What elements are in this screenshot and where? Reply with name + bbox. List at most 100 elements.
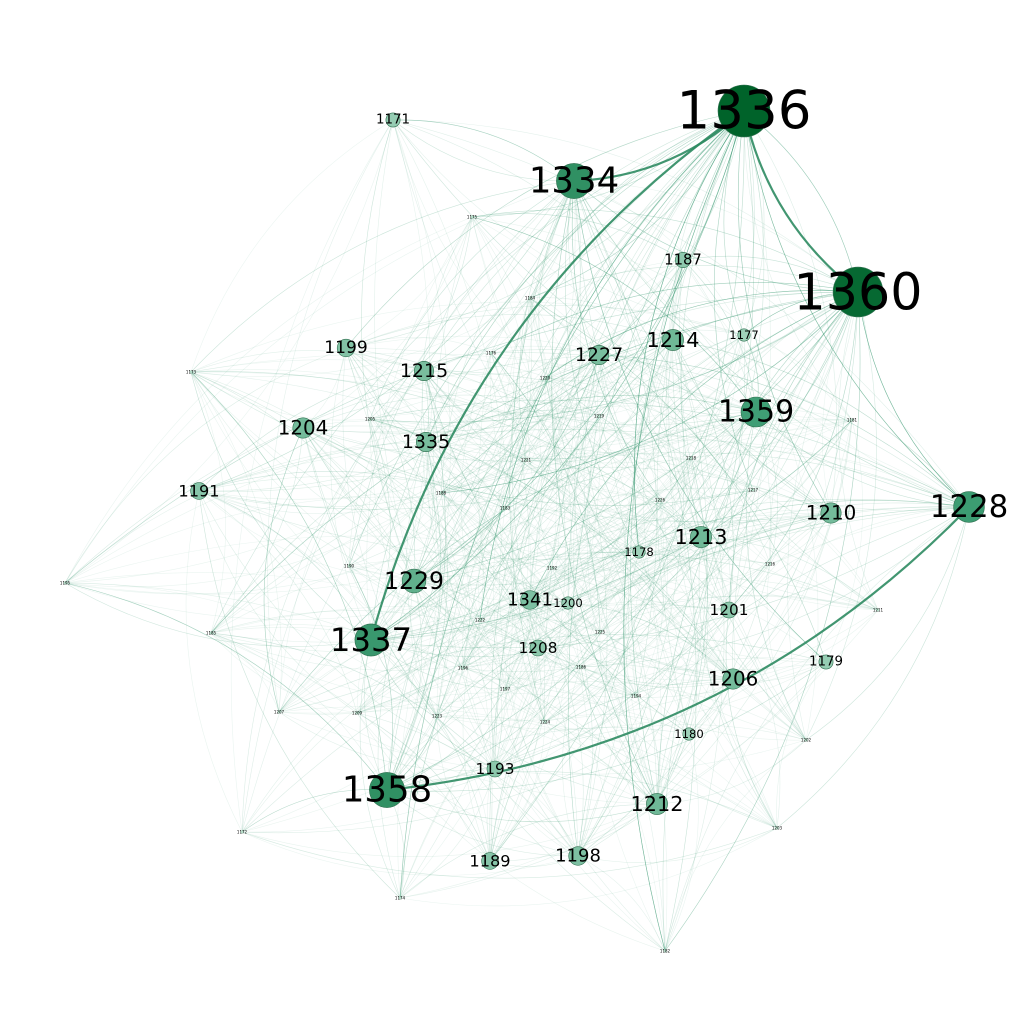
- graph-node-minor: [634, 694, 638, 698]
- graph-edge: [690, 291, 859, 459]
- node-label: 1204: [278, 417, 329, 440]
- graph-edge: [634, 110, 745, 553]
- graph-edge: [544, 714, 690, 735]
- graph-edge: [598, 354, 970, 508]
- graph-edge: [425, 441, 666, 952]
- graph-edge: [198, 490, 358, 714]
- graph-edge: [573, 180, 853, 421]
- graph-edge: [805, 506, 970, 741]
- graph-edge: [529, 599, 584, 857]
- graph-edge: [370, 259, 684, 641]
- graph-edge: [504, 457, 692, 690]
- graph-edge: [241, 506, 970, 833]
- graph-edge: [805, 291, 877, 741]
- graph-edge: [700, 110, 765, 538]
- graph-edge: [632, 339, 674, 553]
- graph-edge: [369, 180, 575, 420]
- node-label-minor: 1195: [60, 581, 71, 586]
- graph-edge: [672, 339, 807, 741]
- graph-edge: [544, 721, 690, 742]
- graph-edge: [529, 297, 661, 501]
- graph-edge: [664, 739, 807, 952]
- graph-node: [720, 601, 738, 619]
- graph-edge: [728, 291, 859, 611]
- graph-edge: [198, 415, 600, 500]
- graph-edge: [599, 334, 745, 633]
- graph-edge: [440, 259, 684, 494]
- graph-edge: [490, 352, 754, 491]
- graph-edge: [494, 291, 859, 770]
- graph-edge: [210, 632, 658, 805]
- graph-edge: [278, 711, 807, 775]
- graph-edge-strong: [369, 110, 745, 641]
- graph-edge: [345, 337, 492, 354]
- graph-node-minor: [804, 738, 808, 742]
- graph-edge: [462, 419, 853, 669]
- graph-edge: [356, 291, 859, 714]
- graph-edge: [198, 411, 757, 510]
- graph-edge: [577, 563, 771, 857]
- graph-edge: [822, 291, 859, 514]
- graph-edge: [529, 599, 734, 680]
- graph-node: [336, 338, 356, 358]
- node-label-minor: 1211: [873, 608, 884, 613]
- graph-edge: [64, 457, 692, 595]
- graph-edge: [656, 536, 709, 805]
- graph-edge: [529, 110, 745, 299]
- graph-edge: [198, 354, 600, 492]
- graph-edge: [838, 291, 879, 611]
- graph-edge: [278, 419, 853, 713]
- graph-edge: [198, 490, 358, 714]
- graph-edge: [529, 334, 745, 601]
- graph-edge: [348, 560, 569, 604]
- graph-edge: [198, 490, 464, 669]
- graph-edge: [544, 377, 730, 611]
- graph-edge: [529, 291, 859, 601]
- graph-edge: [573, 180, 827, 663]
- graph-edge: [369, 418, 546, 723]
- graph-edge: [386, 492, 448, 791]
- node-label: 1208: [519, 639, 558, 657]
- graph-edge: [623, 110, 745, 952]
- graph-edge: [210, 632, 358, 714]
- graph-edge: [567, 502, 970, 604]
- graph-edge: [369, 291, 859, 423]
- graph-edge: [490, 352, 527, 461]
- graph-edge: [656, 739, 807, 805]
- graph-edge: [345, 347, 771, 565]
- graph-edge: [479, 558, 771, 621]
- graph-edge: [672, 339, 832, 514]
- graph-edge: [577, 827, 778, 863]
- graph-edge: [210, 427, 304, 634]
- graph-edge: [494, 647, 539, 770]
- graph-edge: [198, 490, 415, 582]
- graph-edge: [386, 110, 745, 791]
- graph-edge: [413, 563, 771, 606]
- graph-edge: [755, 411, 778, 565]
- node-label: 1187: [664, 252, 702, 269]
- node-label-minor: 1176: [486, 351, 497, 356]
- graph-edge: [263, 427, 304, 713]
- graph-edge: [413, 291, 859, 582]
- graph-edge: [356, 499, 661, 714]
- graph-node-minor: [277, 710, 281, 714]
- graph-edge: [664, 506, 970, 952]
- graph-edge: [723, 110, 745, 336]
- node-label-minor: 1203: [772, 826, 783, 831]
- graph-edge: [537, 506, 970, 649]
- graph-edge: [551, 419, 853, 569]
- graph-edge: [190, 371, 539, 649]
- graph-node-minor: [503, 687, 507, 691]
- graph-node: [682, 727, 696, 741]
- graph-edge: [356, 512, 832, 714]
- graph-edge: [345, 335, 757, 413]
- graph-edge: [577, 110, 754, 857]
- graph-edge: [302, 427, 754, 506]
- graph-edge: [462, 667, 778, 829]
- graph-edge: [700, 536, 879, 611]
- graph-edge: [386, 688, 506, 791]
- graph-edge: [728, 506, 970, 611]
- graph-edge: [598, 334, 745, 417]
- graph-edge: [537, 334, 745, 649]
